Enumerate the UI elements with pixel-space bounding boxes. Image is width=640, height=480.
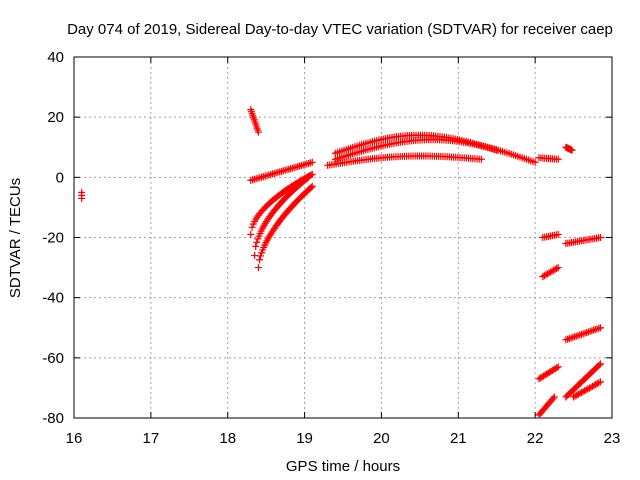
data-point — [531, 158, 539, 166]
data-point — [583, 329, 591, 337]
chart-title: Day 074 of 2019, Sidereal Day-to-day VTE… — [67, 21, 613, 38]
x-tick-label: 23 — [604, 430, 621, 447]
data-point — [567, 334, 575, 342]
data-point — [554, 230, 562, 238]
data-point — [596, 324, 604, 332]
data-point — [78, 194, 86, 202]
data-point — [308, 170, 316, 178]
y-tick-label: 0 — [56, 169, 64, 186]
y-axis-label: SDTVAR / TECUs — [7, 178, 24, 298]
data-point — [590, 326, 598, 334]
data-point — [554, 155, 562, 163]
data-point — [565, 335, 573, 343]
x-tick-label: 21 — [450, 430, 467, 447]
data-point — [562, 336, 570, 344]
data-points — [78, 106, 604, 419]
data-point — [596, 360, 604, 368]
data-point — [256, 256, 264, 264]
data-point — [554, 363, 562, 371]
data-point — [493, 146, 501, 154]
data-point — [572, 332, 580, 340]
data-point — [588, 327, 596, 335]
data-point — [553, 264, 561, 272]
y-tick-label: -60 — [42, 350, 64, 367]
data-point — [579, 330, 587, 338]
x-tick-label: 20 — [373, 430, 390, 447]
data-point — [595, 379, 603, 387]
data-point — [586, 327, 594, 335]
data-point — [550, 393, 558, 401]
y-tick-label: -20 — [42, 230, 64, 247]
data-point — [571, 333, 579, 341]
y-tick-label: -40 — [42, 290, 64, 307]
data-point — [553, 364, 561, 372]
y-tick-label: -80 — [42, 410, 64, 427]
axis-ticks: 16 17 18 19 20 21 22 23 -80 -60 -40 -20 0 20 40 — [42, 49, 620, 447]
data-point — [581, 329, 589, 337]
grid — [74, 57, 612, 418]
data-point — [569, 333, 577, 341]
data-point — [595, 324, 603, 332]
x-tick-label: 19 — [296, 430, 313, 447]
data-point — [303, 174, 311, 182]
data-point — [251, 252, 259, 260]
data-point — [596, 378, 604, 386]
data-point — [549, 394, 557, 402]
x-tick-label: 22 — [527, 430, 544, 447]
data-point — [584, 328, 592, 336]
data-point — [596, 234, 604, 241]
data-point — [253, 238, 261, 246]
data-point — [252, 242, 260, 250]
data-point — [308, 158, 316, 166]
data-point — [574, 332, 582, 340]
data-point — [576, 331, 584, 339]
x-tick-label: 16 — [66, 430, 83, 447]
data-point — [593, 325, 601, 333]
data-point — [564, 335, 572, 343]
data-point — [257, 252, 265, 260]
data-point — [254, 264, 262, 272]
y-tick-label: 40 — [47, 49, 64, 66]
x-tick-label: 18 — [219, 430, 236, 447]
data-point — [308, 182, 316, 190]
data-point — [554, 264, 562, 272]
data-point — [304, 173, 312, 181]
x-tick-label: 17 — [143, 430, 160, 447]
data-point — [577, 330, 585, 338]
data-point — [595, 361, 603, 369]
data-point — [591, 326, 599, 334]
data-point — [254, 128, 262, 136]
data-point — [477, 155, 485, 163]
data-point — [247, 230, 255, 238]
x-axis-label: GPS time / hours — [286, 458, 400, 475]
data-point — [307, 183, 315, 191]
data-point — [568, 146, 576, 154]
data-point — [248, 223, 256, 231]
y-tick-label: 20 — [47, 109, 64, 126]
